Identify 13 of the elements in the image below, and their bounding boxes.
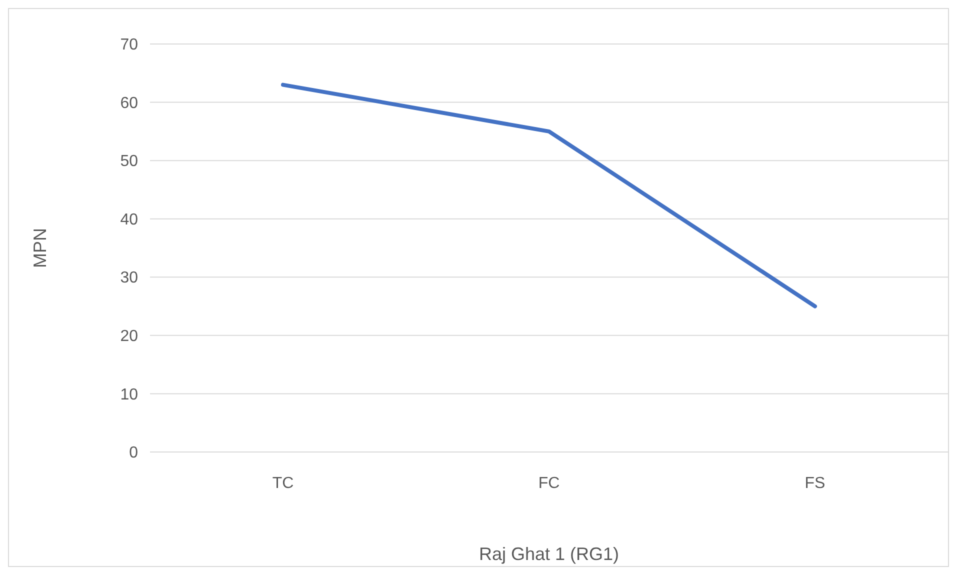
y-tick-label: 70 — [120, 36, 138, 54]
x-axis-title: Raj Ghat 1 (RG1) — [478, 544, 620, 564]
y-tick-label: 50 — [120, 153, 138, 170]
y-tick-label: 10 — [120, 386, 138, 404]
y-tick-label: 30 — [120, 270, 138, 287]
y-tick-label: 40 — [120, 211, 138, 228]
y-tick-label: 20 — [120, 328, 138, 346]
y-tick-label: 60 — [120, 94, 138, 112]
x-tick-label: FS — [804, 475, 826, 492]
x-tick-label: FC — [538, 475, 560, 492]
y-tick-label: 0 — [129, 444, 138, 462]
y-axis-title: MPN — [30, 228, 50, 268]
x-tick-label: TC — [272, 475, 294, 492]
